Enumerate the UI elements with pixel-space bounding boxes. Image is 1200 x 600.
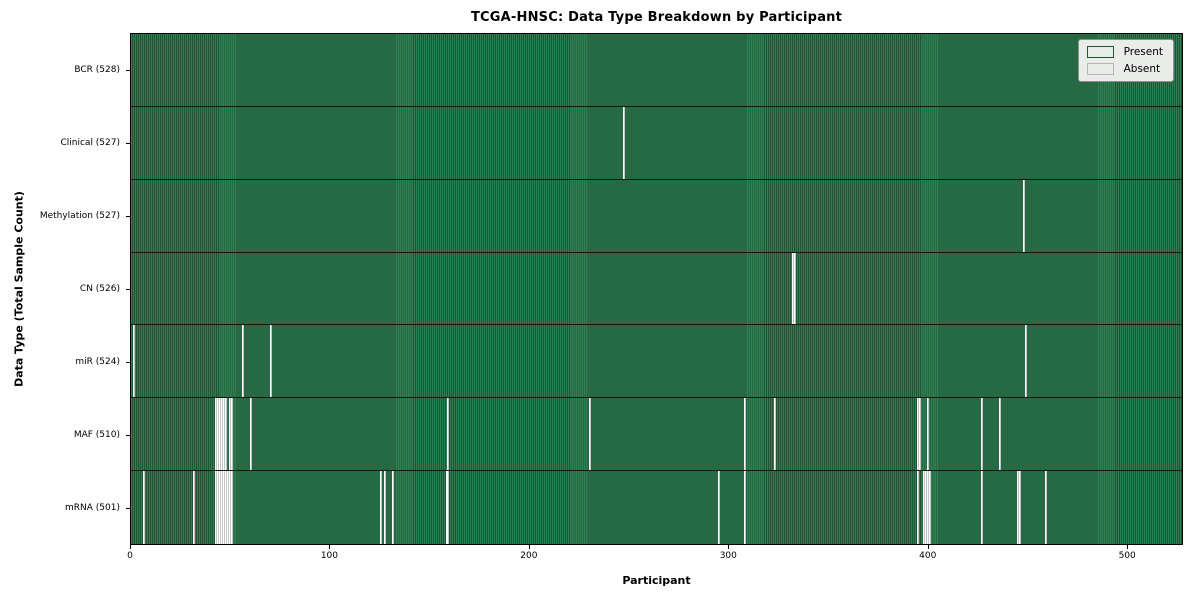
- legend-item-absent: Absent: [1086, 63, 1163, 75]
- x-tick-label: 0: [127, 551, 133, 561]
- y-tick-label-MAF: MAF (510): [73, 430, 120, 441]
- absent-gap: [224, 398, 227, 471]
- absent-gap: [925, 471, 928, 544]
- x-axis-label: Participant: [622, 574, 691, 587]
- absent-gap: [228, 398, 231, 471]
- absent-gap: [917, 471, 920, 544]
- absent-gap: [622, 106, 625, 179]
- row-BCR: [131, 34, 1182, 107]
- absent-gap: [744, 398, 747, 471]
- absent-gap: [744, 471, 747, 544]
- absent-gap: [447, 471, 450, 544]
- x-tick-mark: [130, 545, 131, 549]
- legend-label-absent: Absent: [1123, 63, 1161, 75]
- y-tick-mark: [126, 215, 130, 217]
- absent-gap: [998, 398, 1001, 471]
- absent-gap: [718, 471, 721, 544]
- absent-gap: [927, 471, 930, 544]
- row-CN: [131, 252, 1182, 326]
- absent-gap: [980, 398, 983, 471]
- x-tick-label: 500: [1118, 551, 1136, 561]
- absent-gap: [391, 471, 394, 544]
- y-tick-mark: [126, 435, 130, 437]
- absent-gap: [379, 471, 382, 544]
- legend-label-present: Present: [1123, 46, 1163, 58]
- absent-gap: [230, 471, 233, 544]
- y-tick-label-Clinical: Clinical (527): [60, 137, 120, 148]
- absent-gap: [218, 398, 221, 471]
- row-MAF: [131, 398, 1182, 472]
- plot-area: [130, 33, 1183, 545]
- absent-gap: [793, 252, 796, 325]
- absent-gap: [1024, 325, 1027, 398]
- absent-gap: [1022, 179, 1025, 252]
- absent-gap: [1044, 471, 1047, 544]
- x-tick-label: 400: [919, 551, 937, 561]
- absent-gap: [218, 471, 221, 544]
- absent-gap: [214, 471, 217, 544]
- absent-gap: [927, 398, 930, 471]
- y-axis: BCR (528) Clinical (527) Methylation (527)…: [0, 33, 130, 545]
- absent-gap: [1016, 471, 1019, 544]
- x-tick-mark: [927, 545, 929, 549]
- present-swatch: [1086, 46, 1114, 58]
- absent-gap: [142, 471, 145, 544]
- absent-gap: [224, 471, 227, 544]
- y-tick-mark: [126, 289, 130, 290]
- chart-title: TCGA-HNSC: Data Type Breakdown by Partic…: [470, 10, 843, 25]
- x-tick-label: 300: [719, 551, 737, 561]
- absent-gap: [447, 398, 450, 471]
- absent-gap: [226, 471, 229, 544]
- y-tick-mark: [126, 142, 130, 144]
- absent-gap: [216, 398, 219, 471]
- absent-gap: [1018, 471, 1021, 544]
- absent-gap: [132, 325, 135, 398]
- absent-gap: [929, 471, 932, 544]
- absent-gap: [242, 325, 245, 398]
- absent-gap: [773, 398, 776, 471]
- y-tick-mark: [126, 362, 130, 364]
- row-Clinical: [131, 106, 1182, 180]
- absent-gap: [270, 325, 273, 398]
- x-tick-mark: [329, 545, 331, 549]
- y-tick-mark: [126, 508, 130, 510]
- absent-gap: [220, 471, 223, 544]
- absent-gap: [917, 398, 920, 471]
- row-miR: [131, 325, 1182, 399]
- y-tick-label-mRNA: mRNA (501): [65, 503, 120, 514]
- absent-gap: [220, 398, 223, 471]
- x-tick-mark: [728, 545, 730, 549]
- row-Methylation: [131, 179, 1182, 253]
- absent-gap: [230, 398, 233, 471]
- absent-gap: [791, 252, 794, 325]
- absent-gap: [445, 471, 448, 544]
- absent-gap: [980, 471, 983, 544]
- y-tick-label-Methylation: Methylation (527): [39, 210, 120, 221]
- legend-item-present: Present: [1086, 46, 1163, 58]
- x-tick-mark: [1127, 545, 1129, 549]
- y-tick-label-CN: CN (526): [79, 284, 120, 294]
- absent-gap: [222, 471, 225, 544]
- absent-gap: [192, 471, 195, 544]
- absent-gap: [222, 398, 225, 471]
- legend: Present Absent: [1077, 39, 1174, 82]
- absent-gap: [588, 398, 591, 471]
- row-mRNA: [131, 471, 1182, 544]
- x-tick-label: 100: [320, 551, 339, 561]
- x-axis: 0 100 200 300 400 500: [127, 545, 1183, 571]
- absent-gap: [228, 471, 231, 544]
- absent-gap: [250, 398, 253, 471]
- absent-gap: [214, 398, 217, 471]
- absent-gap: [383, 471, 386, 544]
- y-tick-mark: [126, 69, 130, 71]
- y-tick-label-BCR: BCR (528): [74, 64, 120, 75]
- absent-swatch: [1086, 63, 1114, 75]
- x-tick-mark: [528, 545, 530, 549]
- absent-gap: [919, 398, 922, 471]
- x-tick-label: 200: [520, 551, 538, 561]
- y-tick-label-miR: miR (524): [75, 357, 120, 368]
- absent-gap: [923, 471, 926, 544]
- absent-gap: [216, 471, 219, 544]
